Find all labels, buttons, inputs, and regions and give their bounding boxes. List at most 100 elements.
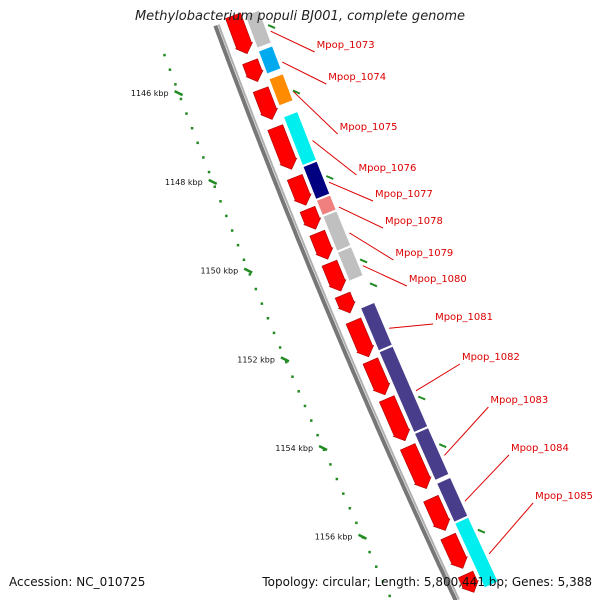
- gene-label: Mpop_1076: [358, 163, 416, 174]
- scale-dot: [368, 550, 371, 554]
- scale-dot: [381, 580, 385, 583]
- orf-arrow: [334, 291, 356, 314]
- scale-dot: [230, 229, 234, 232]
- orf-arrow: [423, 494, 451, 531]
- outer-tick: [325, 175, 334, 180]
- orf-arrow: [457, 570, 479, 593]
- scale-dot: [316, 433, 319, 437]
- outer-tick: [477, 528, 486, 534]
- gene-label: Mpop_1080: [409, 274, 467, 285]
- gene-leader-line: [389, 323, 434, 329]
- scale-dot: [163, 53, 166, 57]
- gene-leader-line: [415, 363, 461, 392]
- orf-arrow: [362, 357, 391, 396]
- scale-dot: [272, 331, 276, 335]
- gene-label: Mpop_1084: [511, 443, 569, 454]
- scale-dot: [375, 565, 378, 568]
- scale-dot: [196, 141, 199, 145]
- gene-block: [317, 195, 336, 215]
- gene-block: [284, 112, 316, 165]
- orf-arrow: [267, 124, 298, 170]
- gene-leader-line: [293, 91, 338, 135]
- map-title: Methylobacterium populi BJ001, complete …: [134, 9, 466, 24]
- accession-text: Accession: NC_010725: [9, 575, 146, 589]
- gene-label: Mpop_1074: [328, 72, 386, 83]
- gene-label: Mpop_1077: [375, 189, 433, 200]
- gene-block: [269, 74, 293, 106]
- scale-label: 1152 kbp: [237, 355, 275, 364]
- gene-leader-line: [362, 265, 408, 287]
- scale-dot: [190, 126, 194, 130]
- scale-dot: [185, 112, 188, 115]
- scale-dot: [291, 375, 294, 378]
- scale-dot: [168, 68, 172, 71]
- scale-dot: [388, 594, 391, 598]
- scale-dot: [202, 156, 205, 159]
- scale-dot: [179, 97, 183, 101]
- scale-dot: [297, 390, 300, 393]
- scale-dot: [355, 521, 358, 525]
- outer-tick: [369, 282, 378, 288]
- backbone-line: [213, 24, 458, 600]
- orf-track: [225, 12, 479, 593]
- scale-dot: [213, 185, 216, 188]
- gene-label: Mpop_1073: [317, 40, 375, 51]
- scale-tick: [357, 533, 368, 540]
- scale-tick: [318, 444, 328, 452]
- scale-dot: [225, 214, 228, 218]
- topology-text: Topology: circular; Length: 5,800,441 bp…: [262, 575, 592, 589]
- gene-block: [259, 46, 281, 74]
- genome-backbone: [213, 24, 460, 600]
- gene-block: [338, 247, 363, 281]
- gene-leader-line: [328, 181, 374, 202]
- gene-label: Mpop_1075: [340, 122, 398, 133]
- gene-label: Mpop_1085: [535, 491, 593, 502]
- gene-leader-line: [338, 206, 384, 229]
- scale-dot: [254, 287, 258, 291]
- scale-tick: [243, 267, 253, 274]
- gene-block: [361, 303, 392, 351]
- scale-dot: [278, 346, 282, 349]
- outer-tick: [417, 395, 426, 401]
- scale-dot: [242, 258, 246, 262]
- scale-dot: [342, 492, 345, 495]
- scale-label: 1156 kbp: [315, 533, 353, 542]
- orf-arrow: [309, 229, 334, 260]
- scale-dot: [329, 463, 332, 466]
- scale-dot: [285, 360, 288, 364]
- scale-track: 1146 kbp 1148 kbp 1150 kbp 1152 kbp 1154 kbp…: [131, 24, 486, 598]
- gene-label: Mpop_1082: [462, 352, 520, 363]
- scale-dot: [219, 200, 222, 203]
- scale-dot: [207, 170, 211, 174]
- backbone-highlight: [217, 24, 460, 600]
- scale-dot: [260, 302, 264, 305]
- orf-arrow: [345, 317, 375, 358]
- gene-label: Mpop_1083: [490, 395, 548, 406]
- gene-leader-line: [282, 61, 327, 85]
- gene-label: Mpop_1081: [435, 312, 493, 323]
- scale-dot: [174, 83, 177, 86]
- gene-leader-line: [349, 232, 394, 261]
- gene-leader-line: [488, 502, 534, 555]
- scale-label: 1148 kbp: [165, 178, 203, 187]
- scale-dot: [266, 317, 270, 320]
- gene-block: [415, 428, 449, 480]
- gene-block: [323, 211, 351, 251]
- gene-label: Mpop_1078: [385, 216, 443, 227]
- gene-track: [245, 10, 498, 588]
- scale-tick: [208, 178, 218, 186]
- scale-dot: [348, 506, 352, 510]
- outer-tick: [267, 24, 276, 29]
- orf-arrow: [242, 58, 264, 82]
- gene-block: [303, 161, 330, 199]
- scale-tick: [280, 356, 290, 363]
- gene-block: [437, 478, 468, 522]
- outer-tick: [359, 258, 368, 264]
- scale-label: 1154 kbp: [275, 444, 313, 453]
- scale-dot: [303, 404, 307, 408]
- outer-tick: [292, 89, 301, 95]
- gene-leader-line: [464, 454, 510, 502]
- scale-dot: [310, 419, 313, 422]
- scale-dot: [248, 273, 252, 276]
